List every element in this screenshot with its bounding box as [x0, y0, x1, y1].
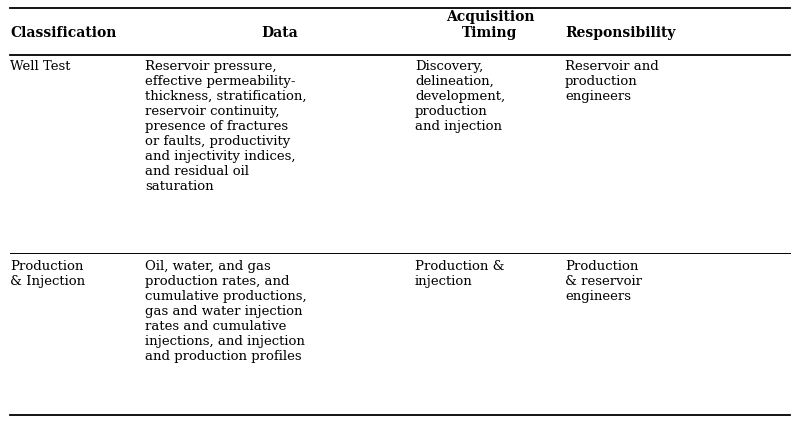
Text: Production
& Injection: Production & Injection — [10, 260, 85, 288]
Text: Acquisition: Acquisition — [446, 10, 534, 24]
Text: Oil, water, and gas
production rates, and
cumulative productions,
gas and water : Oil, water, and gas production rates, an… — [145, 260, 306, 363]
Text: Classification: Classification — [10, 26, 116, 40]
Text: Timing: Timing — [462, 26, 518, 40]
Text: Production
& reservoir
engineers: Production & reservoir engineers — [565, 260, 642, 303]
Text: Discovery,
delineation,
development,
production
and injection: Discovery, delineation, development, pro… — [415, 60, 505, 133]
Text: Well Test: Well Test — [10, 60, 70, 73]
Text: Data: Data — [262, 26, 298, 40]
Text: Reservoir pressure,
effective permeability-
thickness, stratification,
reservoir: Reservoir pressure, effective permeabili… — [145, 60, 306, 193]
Text: Responsibility: Responsibility — [565, 26, 675, 40]
Text: Reservoir and
production
engineers: Reservoir and production engineers — [565, 60, 658, 103]
Text: Production &
injection: Production & injection — [415, 260, 505, 288]
